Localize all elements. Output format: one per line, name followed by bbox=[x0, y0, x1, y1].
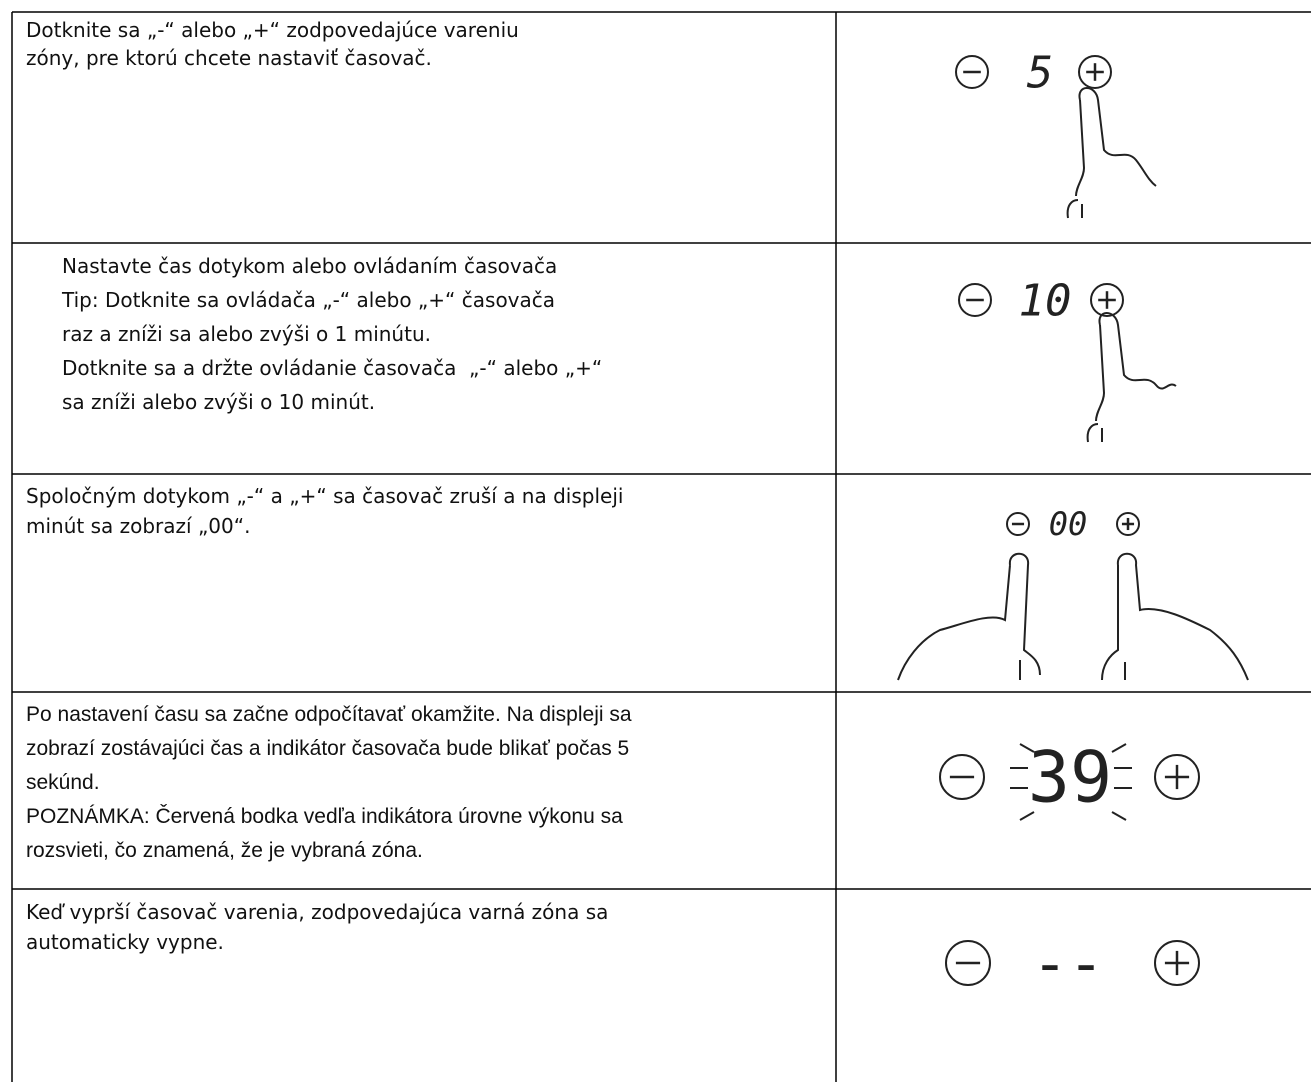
plus-button bbox=[1154, 940, 1200, 986]
minus-button bbox=[945, 940, 991, 986]
plus-button bbox=[1154, 754, 1200, 800]
minus-button bbox=[939, 754, 985, 800]
instruction-line: Tip: Dotknite sa ovládača „-“ alebo „+“ … bbox=[62, 288, 556, 312]
flash-ticks bbox=[1010, 743, 1132, 821]
minus-button bbox=[958, 283, 992, 317]
plus-button bbox=[1078, 55, 1112, 89]
instruction-line: sekúnd. bbox=[26, 771, 100, 794]
table-borders bbox=[11, 11, 1311, 1082]
instruction-line: rozsvieti, čo znamená, že je vybraná zón… bbox=[26, 839, 423, 862]
plus-button bbox=[1116, 512, 1140, 536]
instruction-line: Dotknite sa a držte ovládanie časovača „… bbox=[62, 356, 603, 380]
instruction-line: raz a zníži sa alebo zvýši o 1 minútu. bbox=[62, 322, 431, 346]
instruction-line: zobrazí zostávajúci čas a indikátor časo… bbox=[26, 737, 630, 760]
timer-display: 10 bbox=[1019, 275, 1072, 326]
minus-button bbox=[955, 55, 989, 89]
instruction-line: Dotknite sa „-“ alebo „+“ zodpovedajúce … bbox=[26, 18, 519, 42]
instruction-line: automaticky vypne. bbox=[26, 930, 224, 954]
timer-display: 5 bbox=[1027, 47, 1054, 98]
plus-button bbox=[1090, 283, 1124, 317]
instruction-line: Spoločným dotykom „-“ a „+“ sa časovač z… bbox=[26, 484, 624, 508]
instruction-line: POZNÁMKA: Červená bodka vedľa indikátora… bbox=[26, 805, 623, 828]
instruction-line: Nastavte čas dotykom alebo ovládaním čas… bbox=[62, 254, 558, 278]
timer-display: -- bbox=[1032, 929, 1104, 999]
instruction-line: Po nastavení času sa začne odpočítavať o… bbox=[26, 703, 632, 726]
instruction-line: minút sa zobrazí „00“. bbox=[26, 514, 251, 538]
minus-button bbox=[1006, 512, 1030, 536]
timer-display: 00 bbox=[1049, 505, 1088, 543]
instruction-line: sa zníži alebo zvýši o 10 minút. bbox=[62, 390, 376, 414]
instruction-line: Keď vyprší časovač varenia, zodpovedajúc… bbox=[26, 900, 609, 924]
finger bbox=[897, 87, 1249, 681]
timer-display: 39 bbox=[1028, 737, 1112, 819]
instruction-line: zóny, pre ktorú chcete nastaviť časovač. bbox=[26, 46, 432, 70]
